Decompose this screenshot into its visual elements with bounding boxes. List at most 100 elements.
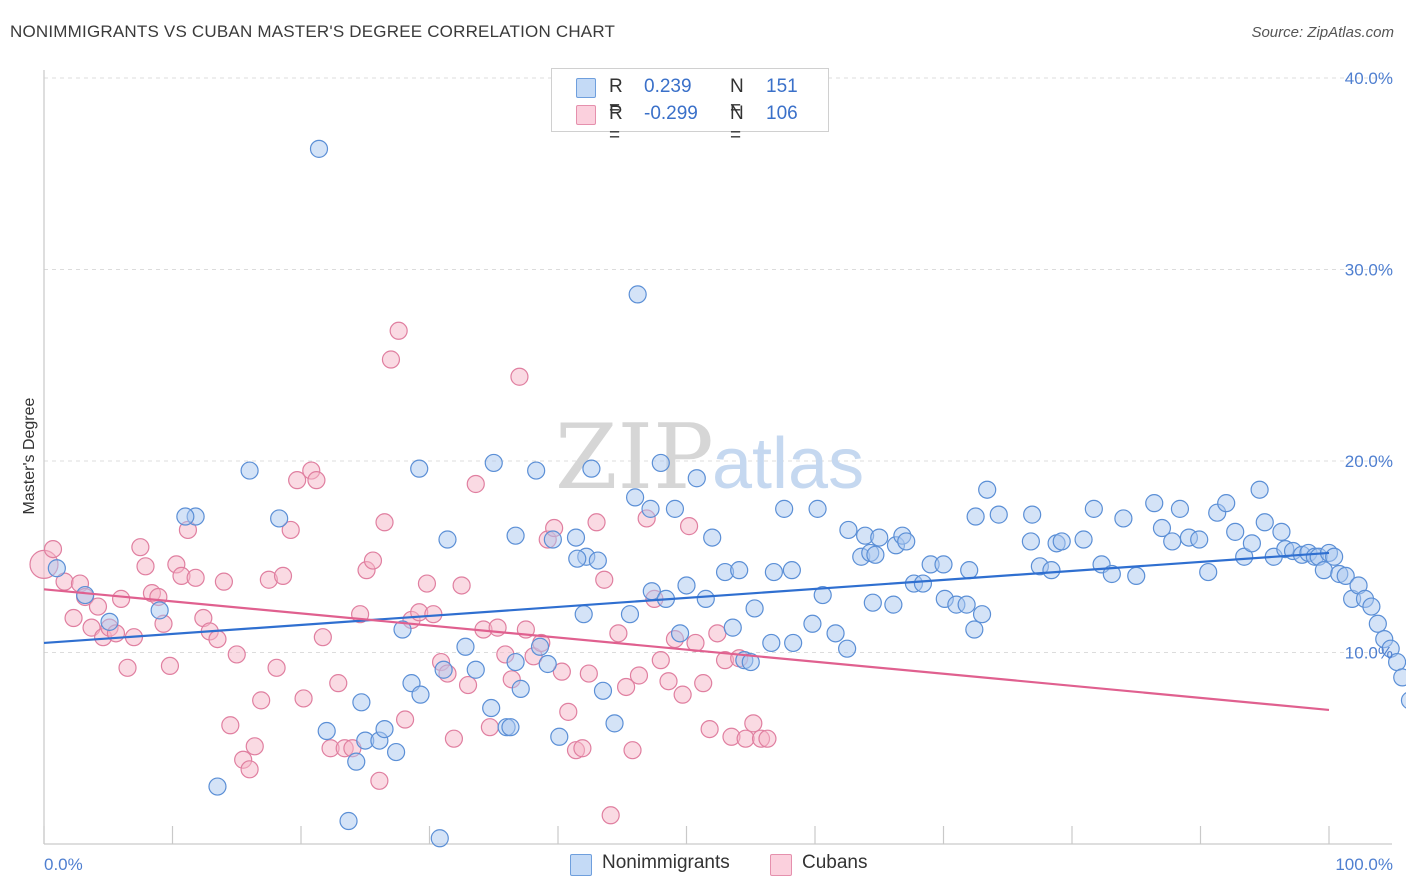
data-point [808, 499, 827, 518]
data-point [1145, 494, 1164, 513]
data-point [245, 737, 264, 756]
data-point [410, 459, 429, 478]
data-point [1199, 562, 1218, 582]
data-point [897, 532, 916, 551]
data-point [605, 714, 624, 733]
data-point [679, 517, 699, 536]
chart-title: NONIMMIGRANTS VS CUBAN MASTER'S DEGREE C… [10, 22, 616, 41]
data-point [730, 561, 749, 580]
data-point [568, 549, 587, 568]
data-point [64, 608, 83, 628]
data-point [375, 719, 394, 739]
data-point [582, 459, 601, 478]
legend-r-label: R = [609, 103, 623, 146]
data-point [863, 593, 882, 612]
data-point [375, 513, 394, 532]
legend-n-label: N = [730, 76, 744, 119]
data-point [511, 679, 530, 698]
x-tick-labels: 0.0% 100.0% [44, 855, 1393, 874]
data-point [252, 691, 271, 710]
data-point [381, 350, 401, 369]
data-point [186, 568, 205, 587]
y-tick-label: 20.0% [1345, 452, 1393, 471]
data-point [601, 806, 620, 825]
data-point [288, 471, 307, 490]
data-point [480, 718, 499, 737]
trend-line-cubans [43, 588, 1330, 712]
data-point [1170, 499, 1190, 518]
data-point [466, 474, 485, 494]
data-point [1400, 692, 1406, 709]
data-point [131, 538, 150, 557]
data-point [960, 561, 979, 580]
data-point [1023, 505, 1042, 524]
x-tick-label: 0.0% [44, 855, 83, 874]
data-point [1190, 530, 1209, 549]
data-point [411, 685, 430, 704]
data-point [1042, 561, 1061, 580]
data-point [1084, 499, 1103, 518]
data-point [1242, 534, 1262, 553]
data-point [838, 639, 857, 658]
data-point [723, 618, 742, 637]
data-point [1362, 597, 1381, 616]
data-point [339, 811, 358, 831]
legend-n-label: N = [730, 103, 744, 146]
data-point [687, 469, 706, 488]
legend-n-value: 106 [766, 103, 798, 124]
data-point [989, 505, 1008, 524]
x-tick-marks [43, 826, 1330, 844]
data-point [118, 658, 137, 677]
correlation-legend: R = 0.239 N = 151 R = -0.299 N = 106 [551, 68, 829, 146]
data-point [629, 666, 649, 685]
data-point [620, 605, 640, 624]
data-point [1325, 547, 1344, 566]
data-point [550, 727, 569, 746]
data-point [456, 637, 475, 656]
data-point [552, 662, 571, 681]
data-point [270, 509, 289, 528]
data-point [452, 576, 471, 595]
data-point [1217, 494, 1236, 513]
data-point [651, 453, 670, 473]
data-point [826, 624, 845, 643]
data-point [588, 551, 607, 570]
data-point [703, 528, 722, 547]
data-point [273, 566, 293, 586]
data-point [744, 714, 763, 733]
data-point [870, 528, 889, 547]
data-point [803, 614, 822, 633]
data-point [88, 597, 108, 616]
data-point [313, 628, 332, 647]
data-point [1336, 566, 1355, 586]
data-point [559, 702, 578, 721]
data-point [708, 624, 727, 643]
data-point [240, 461, 259, 480]
data-point [100, 612, 119, 631]
data-point [1074, 530, 1093, 549]
data-point [484, 453, 503, 473]
data-point [866, 545, 885, 564]
data-point [566, 528, 586, 547]
data-point [363, 551, 383, 570]
data-point [317, 721, 336, 741]
y-tick-labels: 10.0% 20.0% 30.0% 40.0% [1345, 69, 1393, 663]
data-point [741, 652, 760, 672]
data-point [1250, 480, 1269, 499]
source-label: Source: ZipAtlas.com [1251, 24, 1394, 41]
legend-n-value: 151 [766, 76, 798, 97]
data-point [395, 710, 415, 729]
data-point [623, 741, 642, 760]
data-point [696, 589, 715, 608]
data-point [370, 771, 389, 790]
data-point [617, 677, 636, 697]
data-point [782, 561, 801, 580]
data-point [579, 664, 598, 683]
data-point [1021, 532, 1040, 551]
data-point [1272, 522, 1291, 541]
data-point [543, 530, 562, 549]
data-point [501, 718, 520, 737]
data-point [444, 729, 464, 748]
data-point [43, 539, 63, 559]
